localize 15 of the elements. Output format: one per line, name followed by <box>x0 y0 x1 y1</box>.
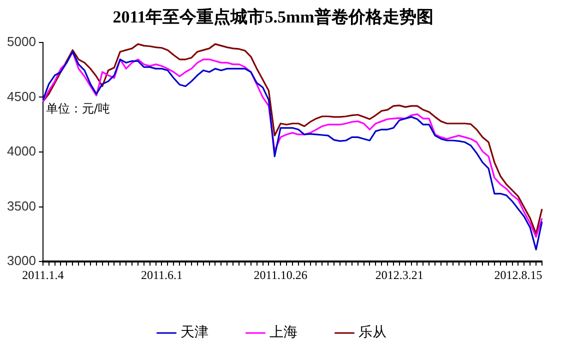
x-tick-label: 2012.8.15 <box>494 268 542 282</box>
legend-label: 天津 <box>180 324 208 341</box>
y-tick-label: 4000 <box>7 144 36 159</box>
annotation: 单位：元/吨 <box>46 101 110 116</box>
x-tick-label: 2011.1.4 <box>22 268 64 282</box>
y-tick-label: 5000 <box>7 34 36 49</box>
x-tick-label: 2012.3.21 <box>375 268 424 282</box>
legend-label: 乐从 <box>358 324 386 341</box>
x-tick-label: 2011.6.1 <box>140 268 183 282</box>
y-tick-label: 4500 <box>7 88 36 104</box>
y-tick-label: 3000 <box>7 253 36 268</box>
legend-label: 上海 <box>270 324 298 341</box>
chart-title: 2011年至今重点城市5.5mm普卷价格走势图 <box>112 6 434 27</box>
x-tick-label: 2011.10.26 <box>254 268 308 282</box>
y-tick-label: 3500 <box>7 198 36 214</box>
